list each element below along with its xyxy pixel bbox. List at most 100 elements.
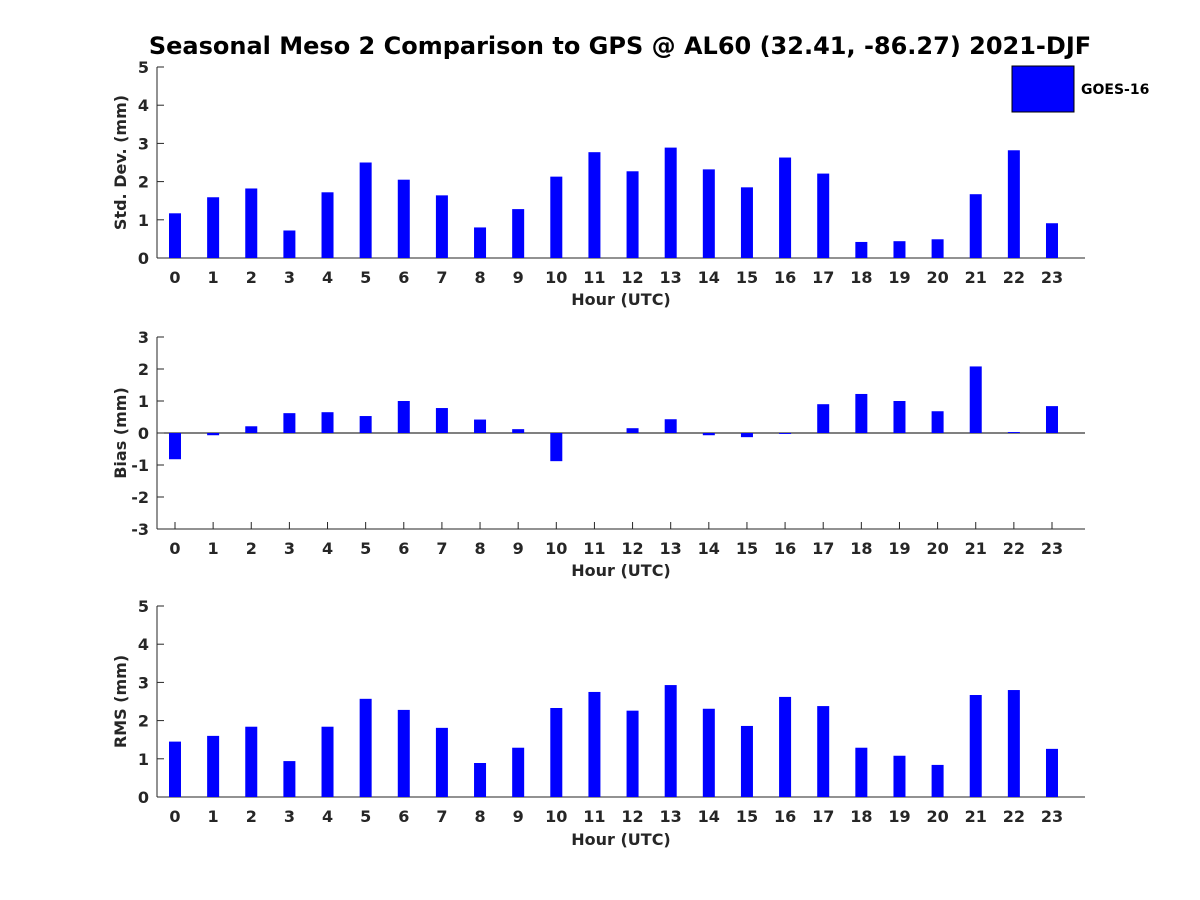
x-tick-label: 12 [621,807,643,826]
y-tick-label: 5 [138,597,149,616]
bar-rms-15 [740,725,753,797]
y-tick-label: -3 [131,520,149,539]
legend: GOES-16 [1011,65,1149,113]
x-tick-label: 16 [774,807,796,826]
x-tick-label: 10 [545,268,567,287]
x-tick-label: 3 [284,268,295,287]
bar-rms-19 [893,755,906,797]
bar-bias-13 [664,419,677,433]
x-tick-label: 18 [850,807,872,826]
bar-std-dev-2 [245,188,258,258]
x-tick-label: 21 [965,268,987,287]
bar-rms-1 [207,735,220,797]
bar-std-dev-22 [1007,150,1020,258]
x-tick-label: 6 [398,539,409,558]
y-tick-label: 0 [138,249,149,268]
bar-rms-13 [664,685,677,797]
bar-bias-0 [169,433,181,460]
x-tick-label: 4 [322,807,333,826]
x-tick-label: 22 [1003,268,1025,287]
x-tick-label: 3 [284,539,295,558]
x-tick-label: 10 [545,807,567,826]
x-tick-label: 16 [774,539,796,558]
x-tick-label: 13 [660,807,682,826]
y-tick-label: -1 [131,456,149,475]
x-tick-label: 18 [850,539,872,558]
x-tick-label: 6 [398,268,409,287]
x-tick-label: 13 [660,268,682,287]
bar-bias-22 [1007,432,1020,433]
x-axis-label: Hour (UTC) [571,830,671,849]
x-tick-label: 12 [621,268,643,287]
x-tick-label: 15 [736,268,758,287]
bar-bias-18 [855,393,868,433]
bar-std-dev-23 [1045,223,1058,258]
x-tick-label: 17 [812,539,834,558]
bar-rms-6 [397,709,410,797]
x-tick-label: 5 [360,807,371,826]
bar-std-dev-13 [664,147,677,258]
x-tick-label: 11 [583,807,605,826]
bar-std-dev-11 [588,152,601,258]
bar-bias-21 [969,366,982,433]
bar-rms-12 [626,710,639,797]
y-axis-label: Bias (mm) [111,387,130,479]
bar-std-dev-6 [397,179,410,258]
x-tick-label: 1 [208,807,219,826]
bar-rms-11 [588,691,601,797]
x-tick-label: 1 [208,539,219,558]
bar-std-dev-18 [855,241,868,258]
y-tick-label: 2 [138,712,149,731]
x-tick-label: 8 [474,539,485,558]
y-tick-label: 1 [138,211,149,230]
x-tick-label: 9 [513,807,524,826]
bar-rms-7 [435,727,448,797]
bar-rms-9 [512,747,525,797]
x-tick-label: 23 [1041,539,1063,558]
x-tick-label: 15 [736,539,758,558]
x-tick-label: 20 [926,807,948,826]
bar-bias-12 [626,428,639,433]
x-tick-label: 0 [169,807,180,826]
y-tick-label: 4 [138,96,149,115]
bar-std-dev-16 [779,157,792,258]
bar-rms-22 [1007,690,1020,797]
y-tick-label: 2 [138,173,149,192]
x-tick-label: 6 [398,807,409,826]
x-tick-label: 5 [360,539,371,558]
x-tick-label: 11 [583,268,605,287]
x-tick-label: 19 [888,539,910,558]
bar-std-dev-7 [435,195,448,258]
bar-bias-15 [740,433,753,438]
bar-std-dev-8 [474,227,487,258]
y-tick-label: 1 [138,392,149,411]
y-axis-label: RMS (mm) [111,655,130,748]
x-tick-label: 17 [812,268,834,287]
bar-std-dev-12 [626,171,639,258]
x-tick-label: 0 [169,268,180,287]
bar-std-dev-5 [359,162,372,258]
x-tick-label: 3 [284,807,295,826]
x-tick-label: 14 [698,539,720,558]
bar-rms-14 [702,708,715,797]
x-tick-label: 4 [322,268,333,287]
y-tick-label: 0 [138,424,149,443]
bar-bias-9 [512,429,525,433]
x-tick-label: 20 [926,539,948,558]
x-tick-label: 7 [436,268,447,287]
bar-std-dev-10 [550,176,563,258]
bar-std-dev-17 [817,173,830,258]
chart-title: Seasonal Meso 2 Comparison to GPS @ AL60… [149,32,1091,60]
y-tick-label: 4 [138,635,149,654]
bar-std-dev-9 [512,209,525,258]
x-tick-label: 8 [474,807,485,826]
x-tick-label: 8 [474,268,485,287]
bar-bias-3 [283,413,296,433]
x-tick-label: 14 [698,268,720,287]
bar-std-dev-19 [893,241,906,258]
bar-rms-18 [855,747,868,797]
bar-std-dev-1 [207,197,220,258]
x-tick-label: 10 [545,539,567,558]
